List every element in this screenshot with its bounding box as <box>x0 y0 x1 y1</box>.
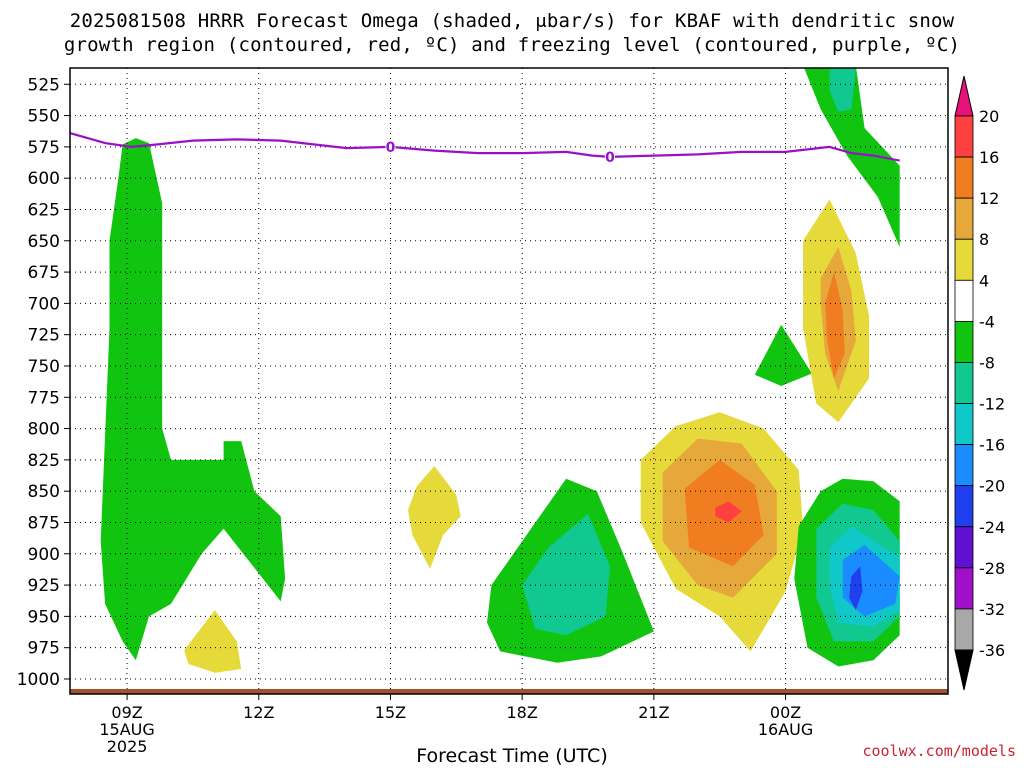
colorbar-label-2: 12 <box>979 189 999 208</box>
y-tick-label-550: 550 <box>28 107 60 127</box>
plot-frame <box>69 67 949 695</box>
y-tick-label-925: 925 <box>28 576 60 596</box>
colorbar-band-0 <box>954 115 974 158</box>
credit-text: coolwx.com/models <box>862 742 1016 760</box>
colorbar-top-arrow <box>954 75 974 117</box>
colorbar-label-1: 16 <box>979 148 999 167</box>
freezing-level-contour: 00 <box>70 132 900 166</box>
y-tick-label-750: 750 <box>28 357 60 377</box>
colorbar-legend: 20 16 12 8 4 -4 -8 -12 -16 -20 -24 -28 -32 -36 <box>954 75 1005 691</box>
colorbar-label-6: -8 <box>979 353 995 372</box>
y-tick-label-775: 775 <box>28 388 60 408</box>
x-tick-date-00Z: 16AUG <box>758 720 813 739</box>
ground-band <box>70 688 948 694</box>
chart-title-line1: 2025081508 HRRR Forecast Omega (shaded, … <box>69 10 955 32</box>
colorbar-band-8 <box>954 444 974 487</box>
colorbar-label-9: -20 <box>979 477 1005 496</box>
y-tick-label-525: 525 <box>28 75 60 95</box>
omega-region-2 <box>408 466 461 569</box>
colorbar-label-11: -28 <box>979 559 1005 578</box>
y-tick-label-600: 600 <box>28 169 60 189</box>
x-tick-year-09Z: 2025 <box>107 737 148 756</box>
colorbar-band-1 <box>954 156 974 199</box>
y-tick-label-1000: 1000 <box>17 670 60 690</box>
colorbar-label-10: -24 <box>979 518 1005 537</box>
colorbar-band-6 <box>954 362 974 404</box>
y-tick-label-725: 725 <box>28 326 60 346</box>
y-axis-ticks: 525 550 575 600 625 650 675 700 725 750 775 800 825 8… <box>17 75 70 690</box>
colorbar-label-3: 8 <box>979 230 989 249</box>
omega-region-9 <box>754 324 812 386</box>
colorbar-band-12 <box>954 608 974 651</box>
y-tick-label-575: 575 <box>28 138 60 158</box>
colorbar-band-10 <box>954 526 974 569</box>
colorbar-label-0: 20 <box>979 107 999 126</box>
colorbar-bottom-arrow <box>954 649 974 691</box>
colorbar-band-7 <box>954 403 974 446</box>
y-tick-label-875: 875 <box>28 513 60 533</box>
x-tick-label-12Z: 12Z <box>243 703 274 722</box>
freezing-level-label-1: 0 <box>605 150 615 166</box>
chart-title-line2: growth region (contoured, red, ºC) and f… <box>63 34 961 56</box>
freezing-level-line <box>70 132 900 162</box>
y-tick-label-625: 625 <box>28 200 60 220</box>
colorbar-label-4: 4 <box>979 271 989 290</box>
omega-region-0 <box>100 138 286 661</box>
colorbar-label-5: -4 <box>979 312 995 331</box>
freezing-level-label-0: 0 <box>386 140 396 156</box>
y-tick-label-700: 700 <box>28 294 60 314</box>
x-tick-label-09Z: 09Z <box>111 703 142 722</box>
y-tick-label-800: 800 <box>28 420 60 440</box>
x-axis-title: Forecast Time (UTC) <box>416 745 608 767</box>
omega-region-19 <box>849 566 863 611</box>
colorbar-label-13: -36 <box>979 641 1005 660</box>
omega-region-14 <box>829 68 856 112</box>
y-tick-label-975: 975 <box>28 639 60 659</box>
ground-surface-band <box>70 688 948 694</box>
colorbar-band-5 <box>954 320 974 363</box>
y-tick-label-900: 900 <box>28 545 60 565</box>
x-tick-label-21Z: 21Z <box>638 703 669 722</box>
omega-shaded-regions <box>100 68 900 673</box>
omega-region-13 <box>804 68 900 247</box>
omega-region-12 <box>825 272 845 379</box>
colorbar-label-7: -12 <box>979 395 1005 414</box>
x-tick-label-15Z: 15Z <box>375 703 406 722</box>
colorbar-band-2 <box>954 197 974 240</box>
colorbar-band-11 <box>954 567 974 610</box>
colorbar-band-9 <box>954 485 974 528</box>
colorbar-band-3 <box>954 238 974 281</box>
omega-region-4 <box>522 513 610 636</box>
y-tick-label-825: 825 <box>28 451 60 471</box>
y-tick-label-650: 650 <box>28 232 60 252</box>
y-tick-label-950: 950 <box>28 607 60 627</box>
colorbar-band-4 <box>954 279 974 322</box>
x-tick-label-18Z: 18Z <box>507 703 538 722</box>
x-tick-date-09Z: 15AUG <box>99 720 154 739</box>
colorbar-label-12: -32 <box>979 600 1005 619</box>
y-tick-label-850: 850 <box>28 482 60 502</box>
y-tick-label-675: 675 <box>28 263 60 283</box>
x-tick-label-00Z: 00Z <box>770 703 801 722</box>
colorbar-label-8: -16 <box>979 436 1005 455</box>
omega-region-1 <box>184 610 242 673</box>
omega-region-8 <box>715 501 742 523</box>
